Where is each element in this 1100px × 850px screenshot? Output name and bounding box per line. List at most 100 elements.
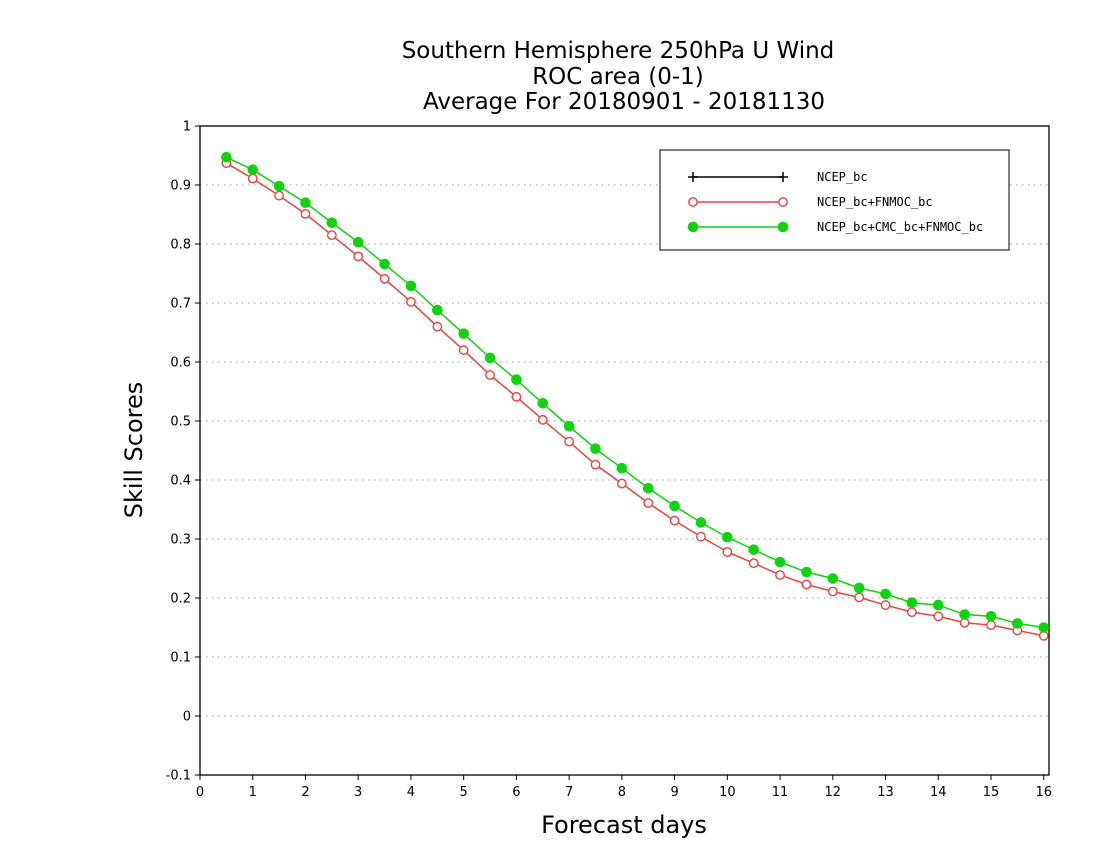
x-tick-label: 11: [772, 785, 789, 800]
series-2-point: [722, 531, 733, 543]
series-1-point: [854, 592, 865, 603]
series-1-point: [458, 345, 469, 356]
series-1-point: [300, 209, 311, 219]
series-2-point: [853, 582, 865, 594]
y-tick-label: 1: [183, 120, 191, 135]
legend-box: [659, 149, 1010, 251]
series-1-point: [906, 607, 917, 618]
series-1-point: [247, 173, 258, 184]
title-line-2: ROC area (0-1): [532, 64, 704, 90]
series-1-point: [933, 611, 944, 622]
series-2-point: [484, 352, 496, 364]
series-1-point: [406, 296, 416, 307]
x-tick-label: 0: [196, 785, 204, 800]
series-1-point: [986, 620, 996, 631]
x-tick-label: 6: [512, 785, 520, 800]
y-tick-label: 0.4: [170, 474, 191, 489]
grid-lines: [200, 184, 1049, 717]
series-2-point: [458, 328, 469, 339]
y-tick-label: 0.7: [170, 297, 191, 312]
x-tick-label: 10: [719, 785, 736, 800]
series-2-point: [985, 610, 997, 622]
series-2-point: [300, 197, 311, 208]
series-2-point: [642, 482, 654, 494]
x-tick-label: 14: [930, 785, 947, 800]
series-2-point: [880, 588, 891, 600]
series-1-point: [643, 498, 654, 508]
series-2-point: [932, 599, 944, 611]
series-lines: [221, 151, 1050, 641]
y-tick-label: 0.6: [170, 356, 191, 371]
series-2-point: [431, 304, 443, 316]
title-line-1: Southern Hemisphere 250hPa U Wind: [402, 38, 835, 64]
x-axis-label: Forecast days: [541, 811, 707, 839]
series-2-point: [326, 217, 338, 229]
series-1-point: [801, 579, 812, 590]
series-2-point: [563, 421, 575, 432]
legend: NCEP_bc NCEP_bc+FNMOC_bc NCEP_bc+CMC_bc+FN…: [659, 149, 1010, 251]
legend-marker: [778, 197, 788, 207]
x-tick-label: 13: [877, 785, 894, 800]
series-1-point: [537, 414, 548, 425]
legend-label: NCEP_bc: [817, 170, 868, 184]
series-1-point: [564, 436, 575, 447]
y-tick-label: 0.3: [170, 533, 191, 548]
series-1-point: [775, 570, 785, 580]
series-1-point: [379, 273, 390, 284]
series-1-point: [353, 251, 364, 262]
x-tick-label: 16: [1035, 785, 1052, 800]
legend-marker: [777, 221, 789, 233]
axis-ticks: -0.100.10.20.30.40.50.60.70.80.910 1 2 3 4 5 6…: [166, 120, 1052, 801]
series-1-point: [748, 558, 759, 569]
series-2-point: [1038, 622, 1050, 633]
y-tick-label: -0.1: [166, 769, 191, 784]
series-2-point: [352, 236, 364, 248]
series-1-point: [696, 531, 706, 542]
title-line-3: Average For 20180901 - 20181130: [423, 89, 825, 115]
series-2-point: [273, 180, 285, 192]
y-axis-label: Skill Scores: [120, 382, 148, 519]
series-1-point: [432, 321, 443, 332]
series-1-point: [827, 586, 838, 597]
x-tick-label: 2: [301, 785, 309, 800]
legend-marker: [687, 221, 699, 233]
series-1-point: [669, 515, 680, 526]
x-tick-label: 3: [354, 785, 362, 800]
series-2-point: [959, 609, 970, 620]
series-2-point: [405, 280, 417, 292]
series-2-point: [906, 597, 918, 609]
legend-marker: [778, 172, 788, 182]
series-2-point: [616, 462, 628, 474]
y-tick-label: 0.5: [170, 415, 191, 430]
series-1-point: [485, 370, 495, 380]
x-tick-label: 1: [249, 785, 257, 800]
x-tick-label: 7: [565, 785, 573, 800]
series-1-point: [722, 547, 733, 557]
series-2-point: [511, 374, 522, 386]
x-tick-label: 15: [983, 785, 1000, 800]
series-1-point: [590, 459, 601, 470]
series-2-point: [537, 398, 549, 409]
x-tick-label: 5: [460, 785, 468, 800]
x-tick-label: 4: [407, 785, 415, 800]
series-1-point: [511, 391, 522, 402]
series-1-point: [959, 617, 970, 628]
series-2-point: [590, 443, 601, 455]
series-1-point: [274, 190, 284, 201]
y-tick-label: 0.8: [170, 238, 191, 253]
y-tick-label: 0: [183, 710, 191, 725]
series-2-point: [801, 566, 812, 578]
legend-label: NCEP_bc+FNMOC_bc: [817, 195, 933, 209]
y-tick-label: 0.9: [170, 179, 191, 194]
series-1-point: [880, 600, 891, 610]
series-1-point: [616, 478, 627, 489]
plot-frame: [199, 125, 1050, 776]
series-2-point: [748, 544, 759, 555]
series-2-point: [1012, 618, 1023, 629]
legend-entries: NCEP_bc NCEP_bc+FNMOC_bc NCEP_bc+CMC_bc+FN…: [687, 170, 983, 234]
y-tick-label: 0.2: [170, 592, 191, 607]
series-2-point: [221, 151, 232, 163]
series-2-point: [247, 164, 259, 175]
x-tick-label: 12: [825, 785, 842, 800]
